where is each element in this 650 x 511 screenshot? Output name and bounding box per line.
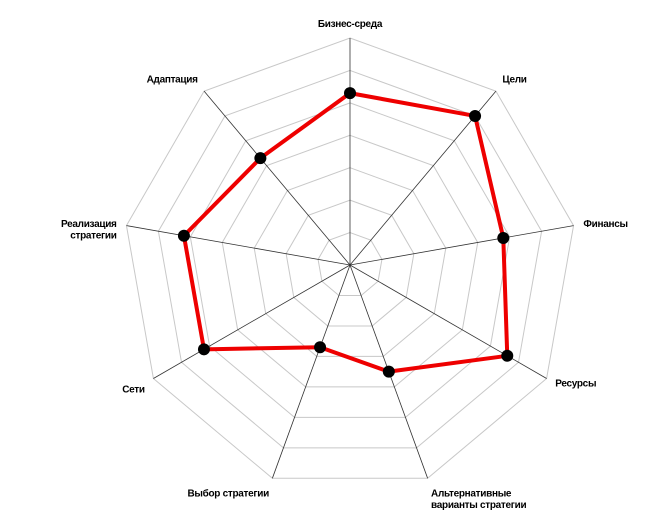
axis-label: Ресурсы — [555, 378, 596, 389]
grid-ring — [125, 37, 575, 479]
data-point — [497, 231, 510, 244]
axis-line — [203, 90, 351, 266]
axis-label: Реализация стратегии — [61, 218, 117, 241]
axis-line — [349, 225, 574, 266]
axis-label: Сети — [122, 384, 145, 395]
data-point — [314, 341, 327, 354]
axis-line — [126, 225, 351, 266]
axis-label: Бизнес-среда — [318, 19, 383, 30]
axis-label: Цели — [502, 74, 526, 85]
axis-label: Финансы — [583, 218, 627, 229]
data-point — [382, 365, 395, 378]
axis-label: Адаптация — [147, 74, 199, 85]
series-line — [181, 91, 510, 374]
data-point — [344, 87, 356, 100]
grid-ring — [317, 232, 383, 296]
data-point — [501, 349, 514, 362]
axis-line — [271, 264, 351, 479]
data-point — [254, 152, 267, 165]
axis-line — [349, 264, 547, 379]
grid-ring — [189, 102, 511, 418]
grid-ring — [221, 134, 479, 388]
data-point — [469, 109, 482, 122]
axis-line — [153, 264, 351, 379]
grid-ring — [285, 199, 415, 327]
data-point — [197, 343, 210, 356]
axis-label: Выбор стратегии — [187, 487, 269, 499]
axis-label: Альтернативные варианты стратегии — [431, 488, 526, 511]
grid-ring — [157, 69, 543, 449]
data-point — [177, 229, 190, 242]
